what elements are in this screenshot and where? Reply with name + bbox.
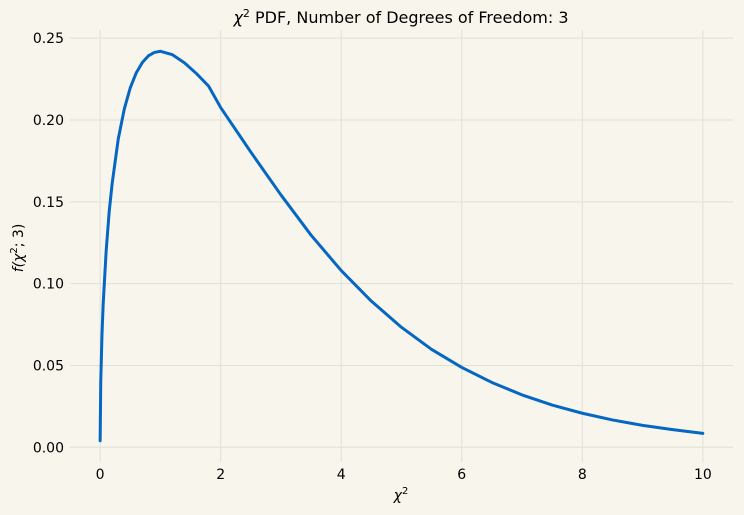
y-axis-label-suffix: ; 3) bbox=[11, 224, 27, 248]
x-tick-label: 6 bbox=[457, 467, 466, 483]
x-axis-label: χ2 bbox=[393, 486, 409, 504]
y-tick-label: 0.05 bbox=[33, 358, 64, 374]
title-text: PDF, Number of Degrees of Freedom: 3 bbox=[250, 8, 569, 27]
y-axis-label: f(χ2; 3) bbox=[9, 224, 27, 273]
y-tick-label: 0.25 bbox=[33, 31, 64, 47]
x-tick-label: 8 bbox=[578, 467, 587, 483]
x-axis-label-superscript: 2 bbox=[402, 486, 408, 497]
y-tick-label: 0.10 bbox=[33, 277, 64, 293]
y-tick-label: 0.15 bbox=[33, 195, 64, 211]
y-axis-label-prefix: f( bbox=[11, 261, 27, 272]
x-tick-label: 0 bbox=[96, 467, 105, 483]
title-chi-symbol: χ bbox=[232, 8, 243, 27]
y-gridlines bbox=[70, 37, 733, 448]
y-axis-label-superscript: 2 bbox=[9, 247, 20, 253]
y-tick-labels: 0.00 0.05 0.10 0.15 0.20 0.25 bbox=[33, 31, 64, 456]
x-tick-label: 2 bbox=[216, 467, 225, 483]
chart-title: χ2 PDF, Number of Degrees of Freedom: 3 bbox=[232, 7, 568, 27]
x-tick-label: 10 bbox=[694, 467, 712, 483]
y-tick-label: 0.20 bbox=[33, 113, 64, 129]
title-superscript: 2 bbox=[243, 7, 250, 20]
x-tick-labels: 0 2 4 6 8 10 bbox=[96, 467, 712, 483]
x-axis-label-chi: χ bbox=[393, 488, 403, 504]
y-axis-label-chi: χ bbox=[11, 253, 27, 263]
x-tick-label: 4 bbox=[337, 467, 346, 483]
series-line-0 bbox=[98, 49, 705, 443]
series-layer bbox=[98, 49, 705, 443]
y-tick-label: 0.00 bbox=[33, 440, 64, 456]
